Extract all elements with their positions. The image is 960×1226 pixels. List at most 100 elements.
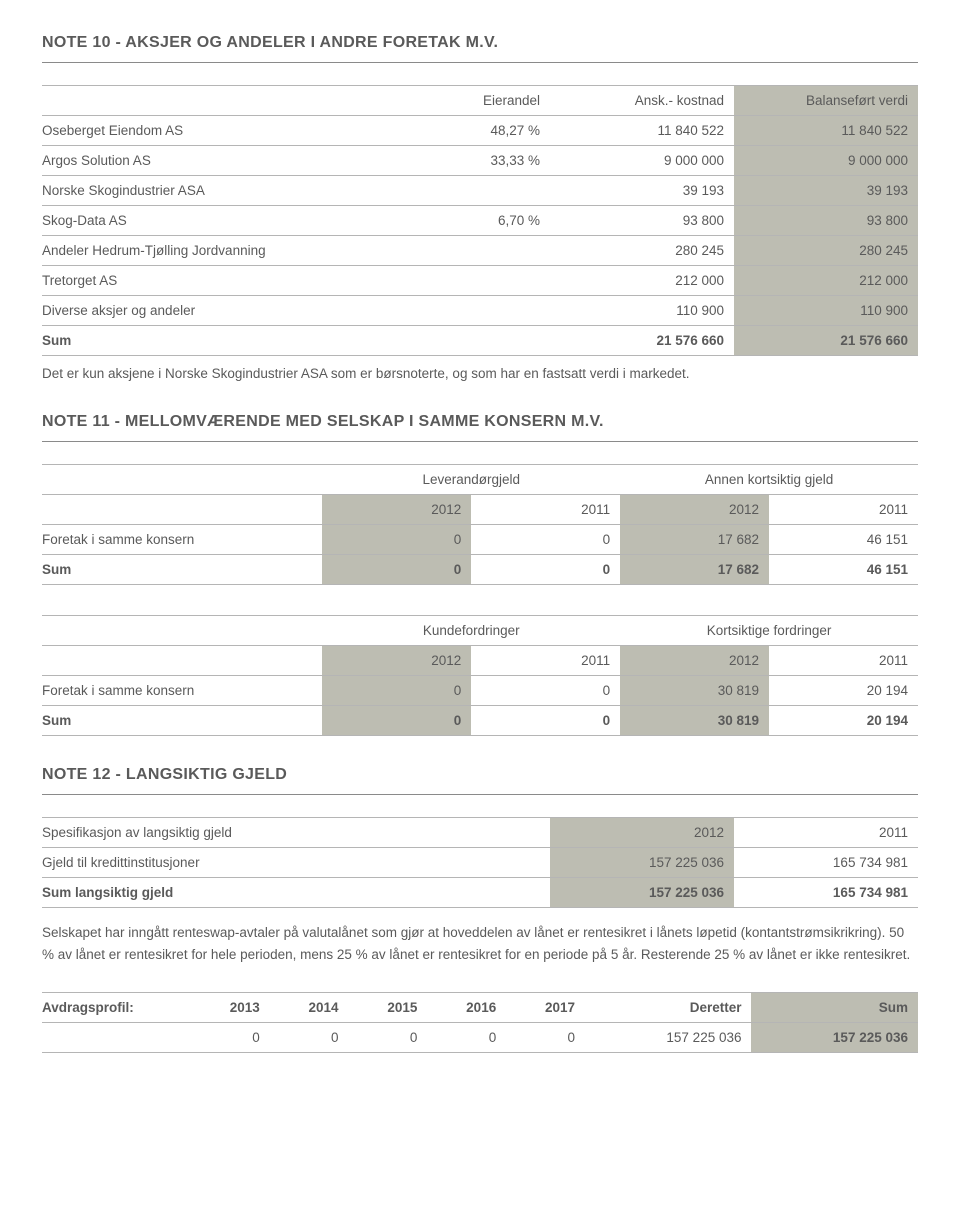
cell-name: Gjeld til kredittinstitusjoner (42, 847, 550, 877)
cell-sum: 157 225 036 (751, 1023, 918, 1053)
col-year: 2012 (322, 645, 471, 675)
cell: 157 225 036 (550, 847, 734, 877)
cell: 0 (322, 705, 471, 735)
cell-name: Foretak i samme konsern (42, 524, 322, 554)
table-row: Gjeld til kredittinstitusjoner 157 225 0… (42, 847, 918, 877)
cell: 30 819 (620, 705, 769, 735)
col-year: 2012 (550, 817, 734, 847)
cell-sum-name: Sum (42, 705, 322, 735)
avdrag-label: Avdragsprofil: (42, 993, 191, 1023)
col-group1: Kundefordringer (322, 615, 620, 645)
col-blank (42, 464, 322, 494)
avdrag-col: 2017 (506, 993, 585, 1023)
cell-name: Tretorget AS (42, 266, 410, 296)
col-blank (42, 494, 322, 524)
cell-blank (42, 1023, 191, 1053)
note12-table: Spesifikasjon av langsiktig gjeld 2012 2… (42, 817, 918, 908)
cell: 157 225 036 (585, 1023, 751, 1053)
table-row: Oseberget Eiendom AS 48,27 % 11 840 522 … (42, 116, 918, 146)
cell: 46 151 (769, 554, 918, 584)
cell-eierandel (410, 296, 550, 326)
note11-table-a: Leverandørgjeld Annen kortsiktig gjeld 2… (42, 464, 918, 585)
cell: 0 (322, 675, 471, 705)
cell-balanse: 11 840 522 (734, 116, 918, 146)
note11-title: NOTE 11 - MELLOMVÆRENDE MED SELSKAP I SA… (42, 413, 918, 431)
cell-eierandel (410, 176, 550, 206)
cell-sum-balanse: 21 576 660 (734, 326, 918, 356)
col-ansk: Ansk.- kostnad (550, 86, 734, 116)
col-blank (42, 86, 410, 116)
col-group1: Leverandørgjeld (322, 464, 620, 494)
cell-name: Diverse aksjer og andeler (42, 296, 410, 326)
col-year: 2011 (769, 494, 918, 524)
col-year: 2011 (734, 817, 918, 847)
col-blank (42, 615, 322, 645)
col-year: 2012 (620, 494, 769, 524)
col-eierandel: Eierandel (410, 86, 550, 116)
cell: 0 (322, 554, 471, 584)
cell-name: Andeler Hedrum-Tjølling Jordvanning (42, 236, 410, 266)
cell-name: Oseberget Eiendom AS (42, 116, 410, 146)
cell: 0 (471, 705, 620, 735)
avdrag-table: Avdragsprofil: 2013 2014 2015 2016 2017 … (42, 992, 918, 1053)
cell-eierandel: 48,27 % (410, 116, 550, 146)
cell-name: Argos Solution AS (42, 146, 410, 176)
note12-title: NOTE 12 - LANGSIKTIG GJELD (42, 766, 918, 784)
cell: 0 (471, 524, 620, 554)
table-row: Foretak i samme konsern 0 0 30 819 20 19… (42, 675, 918, 705)
table-sum-row: Sum 21 576 660 21 576 660 (42, 326, 918, 356)
cell-balanse: 212 000 (734, 266, 918, 296)
cell: 0 (427, 1023, 506, 1053)
avdrag-col-sum: Sum (751, 993, 918, 1023)
cell-sum-name: Sum langsiktig gjeld (42, 877, 550, 907)
cell: 0 (349, 1023, 428, 1053)
table-sum-row: Sum 0 0 17 682 46 151 (42, 554, 918, 584)
col-blank (42, 645, 322, 675)
cell-balanse: 9 000 000 (734, 146, 918, 176)
table-row: Skog-Data AS 6,70 % 93 800 93 800 (42, 206, 918, 236)
cell-ansk: 11 840 522 (550, 116, 734, 146)
col-year: 2011 (471, 494, 620, 524)
table-row: Foretak i samme konsern 0 0 17 682 46 15… (42, 524, 918, 554)
cell: 0 (322, 524, 471, 554)
cell-eierandel (410, 266, 550, 296)
cell-balanse: 280 245 (734, 236, 918, 266)
cell: 0 (506, 1023, 585, 1053)
cell-name: Skog-Data AS (42, 206, 410, 236)
cell-ansk: 280 245 (550, 236, 734, 266)
cell: 30 819 (620, 675, 769, 705)
table-sum-row: Sum 0 0 30 819 20 194 (42, 705, 918, 735)
cell: 20 194 (769, 705, 918, 735)
note12-paragraph: Selskapet har inngått renteswap-avtaler … (42, 922, 918, 967)
cell-ansk: 212 000 (550, 266, 734, 296)
table-row: 0 0 0 0 0 157 225 036 157 225 036 (42, 1023, 918, 1053)
col-year: 2011 (769, 645, 918, 675)
note10-table: Eierandel Ansk.- kostnad Balanseført ver… (42, 85, 918, 356)
cell-sum-name: Sum (42, 554, 322, 584)
cell: 157 225 036 (550, 877, 734, 907)
note10-caption: Det er kun aksjene i Norske Skogindustri… (42, 364, 918, 385)
cell-ansk: 9 000 000 (550, 146, 734, 176)
note11-table-b: Kundefordringer Kortsiktige fordringer 2… (42, 615, 918, 736)
col-group2: Kortsiktige fordringer (620, 615, 918, 645)
table-row: Diverse aksjer og andeler 110 900 110 90… (42, 296, 918, 326)
cell: 17 682 (620, 524, 769, 554)
col-group2: Annen kortsiktig gjeld (620, 464, 918, 494)
note10-title: NOTE 10 - AKSJER OG ANDELER I ANDRE FORE… (42, 34, 918, 52)
cell: 20 194 (769, 675, 918, 705)
col-year: 2012 (322, 494, 471, 524)
avdrag-col: 2013 (191, 993, 270, 1023)
cell: 165 734 981 (734, 877, 918, 907)
cell: 0 (471, 675, 620, 705)
col-year: 2011 (471, 645, 620, 675)
cell-sum-name: Sum (42, 326, 410, 356)
table-row: Norske Skogindustrier ASA 39 193 39 193 (42, 176, 918, 206)
cell-balanse: 110 900 (734, 296, 918, 326)
cell-name: Norske Skogindustrier ASA (42, 176, 410, 206)
avdrag-col: 2015 (349, 993, 428, 1023)
cell-eierandel (410, 236, 550, 266)
avdrag-col: 2014 (270, 993, 349, 1023)
cell-blank (410, 326, 550, 356)
cell: 0 (270, 1023, 349, 1053)
cell-name: Foretak i samme konsern (42, 675, 322, 705)
